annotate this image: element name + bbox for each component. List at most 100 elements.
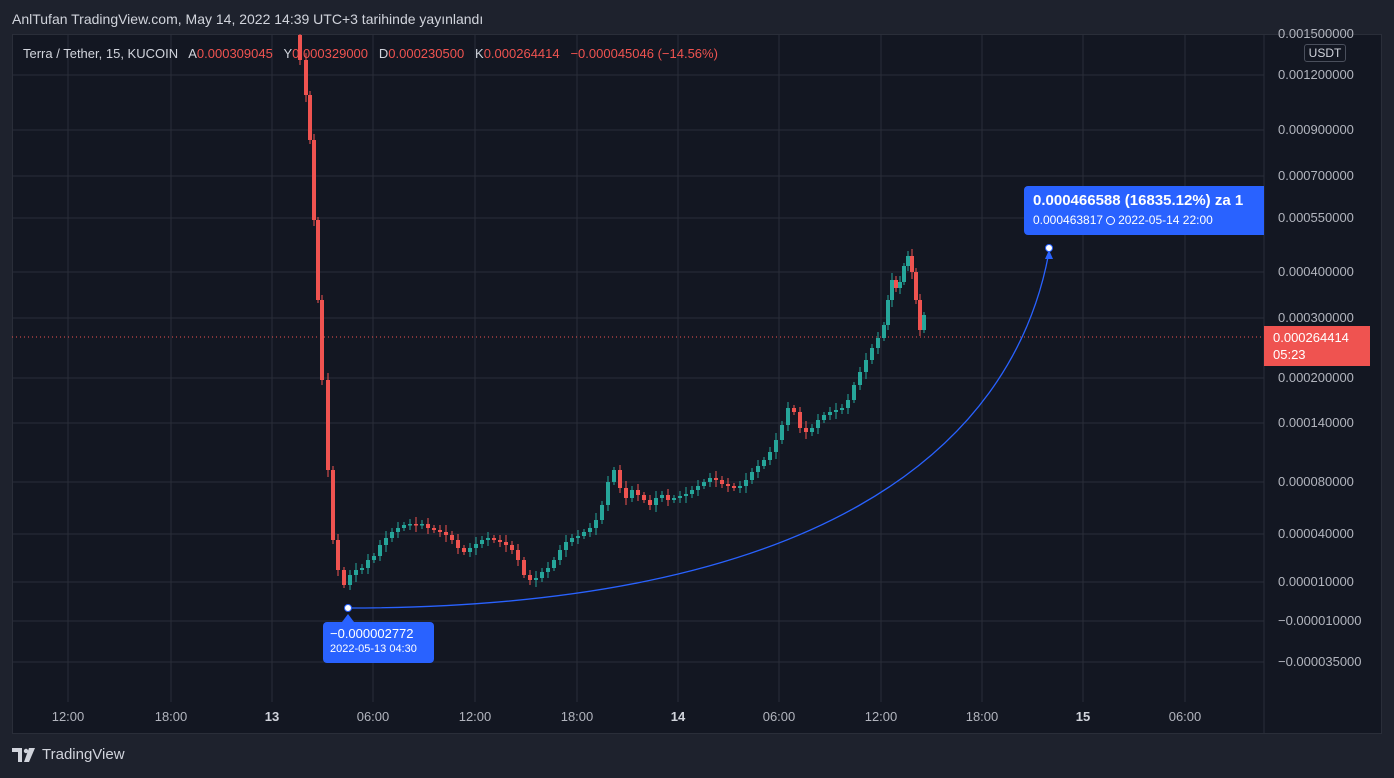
change-value: −0.000045046 (−14.56%): [570, 46, 718, 61]
candle-down: [462, 548, 466, 552]
candle-up: [762, 460, 766, 466]
projection-target-callout[interactable]: 0.000466588 (16835.12%) za 1 0.000463817…: [1024, 186, 1264, 235]
price-tick-label: 0.000400000: [1278, 264, 1354, 279]
candle-up: [486, 538, 490, 540]
price-tick-label: 0.000700000: [1278, 168, 1354, 183]
candle-up: [846, 400, 850, 408]
candle-down: [918, 300, 922, 330]
tradingview-logo-icon: [12, 747, 35, 762]
candle-up: [886, 300, 890, 325]
price-tick-label: 0.000200000: [1278, 370, 1354, 385]
candle-up: [870, 348, 874, 360]
open-label: A: [188, 46, 197, 61]
candle-up: [540, 572, 544, 578]
projection-origin-callout[interactable]: −0.000002772 2022-05-13 04:30: [323, 622, 434, 663]
candle-down: [331, 470, 335, 540]
candle-up: [696, 486, 700, 490]
candles: [298, 34, 926, 590]
candle-up: [684, 494, 688, 496]
current-price-value: 0.000264414: [1273, 330, 1349, 345]
candle-down: [498, 540, 502, 542]
time-tick-label: 15: [1075, 709, 1091, 724]
open-value: 0.000309045: [196, 46, 273, 61]
candle-down: [504, 542, 508, 545]
time-tick-label: 06:00: [762, 709, 796, 724]
low-label: D: [378, 46, 389, 61]
projection-start-point: [344, 604, 352, 612]
candle-up: [786, 408, 790, 425]
candle-up: [468, 548, 472, 552]
candle-down: [326, 380, 330, 470]
candle-up: [600, 505, 604, 520]
candle-up: [384, 538, 388, 545]
price-tick-label: 0.000080000: [1278, 474, 1354, 489]
time-tick-label: 18:00: [154, 709, 188, 724]
close-value: 0.000264414: [483, 46, 560, 61]
candle-up: [576, 536, 580, 538]
chart-panel[interactable]: [12, 34, 1382, 734]
candle-up: [594, 520, 598, 528]
price-tick-label: 0.000300000: [1278, 310, 1354, 325]
price-tick-label: 0.001500000: [1278, 26, 1354, 41]
price-tick-label: 0.001200000: [1278, 67, 1354, 82]
candle-up: [630, 490, 634, 498]
high-value: 0.000329000: [292, 46, 369, 61]
candle-up: [564, 542, 568, 550]
candle-up: [822, 415, 826, 420]
candle-up: [348, 575, 352, 585]
projection-curve: [347, 251, 1050, 609]
candle-up: [570, 538, 574, 542]
price-chart[interactable]: [12, 34, 1382, 734]
candle-down: [732, 486, 736, 488]
candle-down: [528, 575, 532, 580]
high-label: Y: [283, 46, 293, 61]
candle-up: [612, 470, 616, 482]
footer-brand[interactable]: TradingView: [12, 746, 125, 763]
candle-down: [308, 95, 312, 140]
candle-down: [342, 570, 346, 585]
symbol-name: Terra / Tether, 15, KUCOIN: [23, 46, 179, 61]
price-tick-label: −0.000035000: [1278, 654, 1362, 669]
candle-up: [660, 495, 664, 498]
candle-up: [402, 525, 406, 528]
price-tick-label: 0.000140000: [1278, 415, 1354, 430]
candle-up: [828, 412, 832, 415]
price-tick-label: 0.000550000: [1278, 210, 1354, 225]
candle-up: [534, 578, 538, 580]
candle-down: [414, 524, 418, 526]
candle-down: [648, 500, 652, 505]
target-details: 0.000463817 2022-05-14 22:00: [1033, 212, 1264, 228]
candle-up: [922, 315, 926, 330]
candle-up: [890, 280, 894, 300]
candle-down: [320, 300, 324, 380]
candle-down: [510, 545, 514, 550]
price-tick-label: 0.000040000: [1278, 526, 1354, 541]
time-tick-label: 06:00: [1168, 709, 1202, 724]
candle-up: [864, 360, 868, 372]
candle-down: [636, 490, 640, 495]
candle-up: [906, 256, 910, 266]
candle-up: [558, 550, 562, 560]
candle-up: [582, 532, 586, 536]
candle-down: [798, 412, 802, 428]
time-tick-label: 06:00: [356, 709, 390, 724]
candle-up: [768, 452, 772, 460]
candle-up: [774, 440, 778, 452]
candle-down: [618, 470, 622, 488]
candle-down: [720, 480, 724, 484]
candle-up: [816, 420, 820, 428]
candle-up: [750, 472, 754, 480]
currency-badge[interactable]: USDT: [1304, 44, 1346, 62]
candle-down: [444, 532, 448, 535]
time-tick-label: 18:00: [560, 709, 594, 724]
projection-arrowhead: [1045, 250, 1053, 259]
candle-up: [372, 556, 376, 560]
candle-down: [522, 560, 526, 575]
time-tick-label: 13: [264, 709, 280, 724]
candle-down: [456, 540, 460, 548]
candle-down: [894, 280, 898, 288]
time-tick-label: 12:00: [51, 709, 85, 724]
candle-down: [624, 488, 628, 498]
published-caption: AnlTufan TradingView.com, May 14, 2022 1…: [12, 11, 484, 27]
chart-grid: [12, 34, 1264, 702]
